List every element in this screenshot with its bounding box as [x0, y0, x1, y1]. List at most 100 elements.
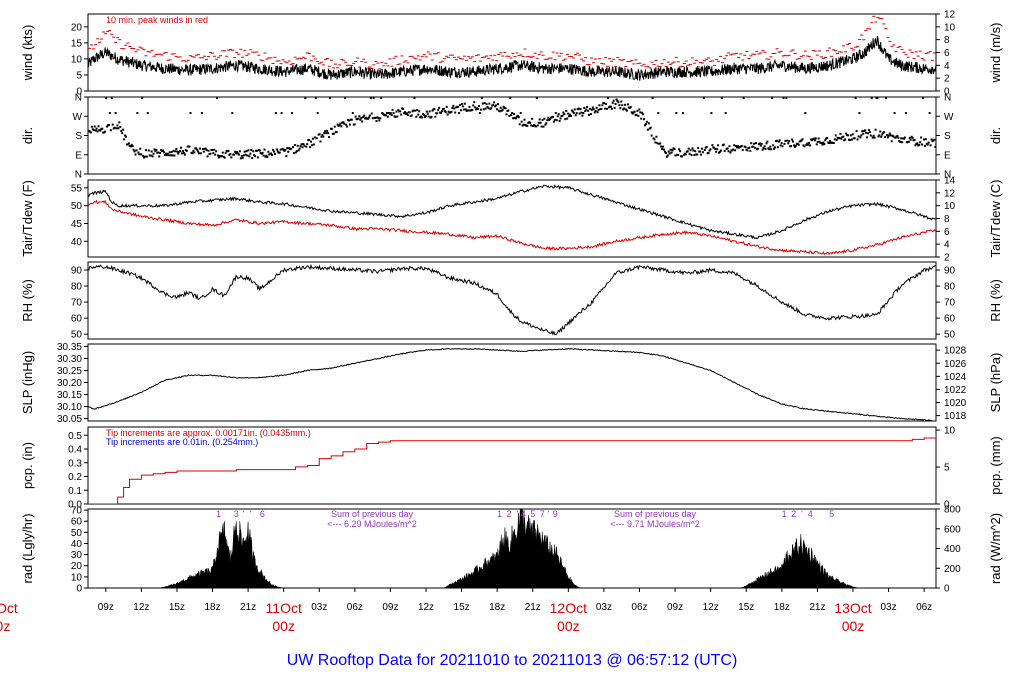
y-tick-right-label: 1024: [944, 372, 967, 383]
y-tick-label: 30.10: [57, 402, 82, 413]
panel-frame: [87, 13, 937, 92]
y-tick-right-label: 2: [944, 74, 950, 85]
pcp-annotation: Tip increments are approx. 0.00171in. (0…: [106, 428, 311, 438]
x-tick-label: 09z: [98, 602, 114, 613]
series-group: [88, 347, 936, 421]
y-tick-label: 55: [71, 183, 83, 194]
y-tick-label: 0: [76, 584, 82, 595]
pcp-line: [88, 435, 936, 504]
day-label: 11Oct: [266, 600, 302, 616]
y-tick-label: N: [75, 93, 82, 104]
series-group: [88, 509, 936, 588]
y-tick-label: 70: [71, 506, 83, 517]
y-tick-right-label: 400: [944, 544, 961, 555]
y-axis-label: wind (kts): [20, 25, 35, 82]
y-tick-right-label: 12: [944, 10, 956, 21]
radiation-sum-annotation: <--- 9.71 MJoules/m^2: [610, 519, 700, 529]
y-tick-label: 30: [71, 550, 83, 561]
y-axis-label: dir.: [20, 127, 35, 144]
radiation-peak-label: 4: [808, 509, 813, 519]
radiation-peak-label: 9: [553, 509, 558, 519]
radiation-peak-label: 3: [234, 509, 239, 519]
y-axis-label-right: SLP (hPa): [988, 353, 1003, 413]
radiation-sum-annotation: <--- 6.29 MJoules/m^2: [327, 519, 417, 529]
y-tick-label: 30.30: [57, 354, 82, 365]
y-axis-label-right: wind (m/s): [988, 23, 1003, 84]
series-line-rh: [88, 263, 936, 336]
x-tick-label: 12z: [703, 602, 719, 613]
y-axis-label: SLP (inHg): [20, 351, 35, 414]
panel-precipitation: 0.0 0.1 0.2 0.3 0.4 0.5 0 5 10 pcp. (in) pcp. (mm)…: [20, 426, 1003, 511]
y-tick-right-label: 5: [944, 463, 950, 474]
y-tick-label: 10: [71, 572, 83, 583]
y-axis-label-right: Tair/Tdew (C): [988, 179, 1003, 257]
radiation-peak-label: ': [243, 509, 245, 519]
y-tick-right-label: 6: [944, 227, 950, 238]
y-tick-label: 45: [71, 219, 83, 230]
y-tick-right-label: 90: [944, 266, 956, 277]
y-tick-label: 30.35: [57, 342, 82, 353]
x-tick-label: 18z: [774, 602, 790, 613]
x-tick-label: 15z: [169, 602, 185, 613]
y-tick-label: 5: [76, 70, 82, 81]
day-label: 10Oct: [0, 600, 18, 616]
radiation-area: [88, 509, 936, 588]
y-tick-label: 40: [71, 237, 83, 248]
y-tick-label: 20: [71, 561, 83, 572]
day-hour-label: 00z: [272, 618, 295, 634]
radiation-peak-label: 1: [782, 509, 787, 519]
radiation-peak-label: 6: [260, 509, 265, 519]
y-axis-label: RH (%): [20, 279, 35, 322]
x-tick-label: 15z: [454, 602, 470, 613]
y-tick-right-label: 14: [944, 176, 956, 187]
panel-relative-humidity: 50 60 70 80 90 50 60 70 80 90 RH (%) RH (%): [20, 261, 1003, 341]
radiation-peak-label: ': [801, 509, 803, 519]
x-tick-label: 21z: [525, 602, 541, 613]
series-group: [88, 15, 936, 81]
series-group: [88, 263, 936, 336]
y-tick-label: 15: [71, 38, 83, 49]
day-hour-label: 00z: [842, 618, 865, 634]
y-tick-label: 50: [71, 330, 83, 341]
y-axis-label-right: dir.: [988, 127, 1003, 144]
y-axis-label: Tair/Tdew (F): [20, 180, 35, 257]
y-tick-right-label: 70: [944, 298, 956, 309]
y-tick-right-label: 6: [944, 48, 950, 59]
x-tick-label: 21z: [809, 602, 825, 613]
series-line-wind: [88, 35, 936, 81]
y-tick-right-label: 8: [944, 214, 950, 225]
series-line-slp: [88, 347, 936, 421]
y-tick-label: 0: [76, 87, 82, 98]
y-axis-label: pcp. (in): [20, 442, 35, 489]
y-tick-right-label: 0: [944, 87, 950, 98]
series-line-tair: [88, 184, 936, 240]
series-group: [88, 184, 936, 256]
radiation-sum-annotation: Sum of previous day: [614, 509, 697, 519]
y-tick-label: 0.0: [68, 500, 82, 511]
y-tick-label: 10: [71, 54, 83, 65]
y-tick-right-label: 800: [944, 505, 961, 516]
y-tick-label: N: [75, 170, 82, 181]
radiation-peak-label: 5: [530, 509, 535, 519]
y-tick-label: 40: [71, 539, 83, 550]
day-label: 12Oct: [550, 600, 587, 616]
x-tick-label: 18z: [204, 602, 220, 613]
series-group: [88, 435, 936, 504]
y-tick-label: 0.3: [68, 458, 82, 469]
radiation-peak-label: ': [516, 509, 518, 519]
wind-annotation: 10 min. peak winds in red: [106, 15, 208, 25]
y-tick-right-label: 80: [944, 282, 956, 293]
y-tick-label: 0.1: [68, 486, 82, 497]
radiation-peak-label: ': [547, 509, 549, 519]
day-hour-label: 00z: [557, 618, 580, 634]
radiation-peak-label: 7: [540, 509, 545, 519]
y-tick-right-label: 200: [944, 564, 961, 575]
y-axis-label: rad (Lgly/hr): [20, 513, 35, 583]
x-tick-label: 06z: [916, 602, 932, 613]
y-tick-label: 50: [71, 528, 83, 539]
